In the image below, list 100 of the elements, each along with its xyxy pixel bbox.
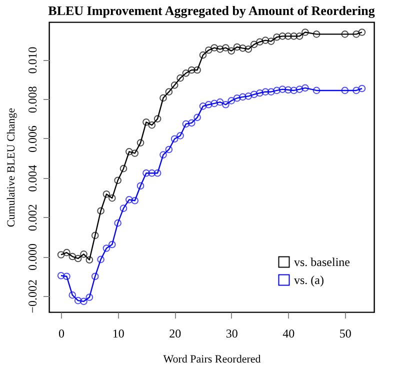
point bbox=[233, 43, 241, 51]
x-tick-label: 30 bbox=[226, 326, 238, 340]
y-tick-label: 0.000 bbox=[26, 244, 40, 271]
point bbox=[222, 100, 230, 108]
point bbox=[154, 115, 162, 122]
point bbox=[194, 66, 201, 74]
point bbox=[165, 146, 173, 154]
point bbox=[256, 38, 264, 46]
point bbox=[182, 120, 190, 128]
x-tick-label: 40 bbox=[282, 326, 295, 340]
point bbox=[86, 256, 94, 264]
point bbox=[114, 219, 122, 227]
point bbox=[154, 169, 162, 177]
point bbox=[296, 32, 304, 40]
point bbox=[210, 44, 218, 52]
point bbox=[273, 86, 280, 94]
point bbox=[170, 135, 178, 143]
y-tick-label: 0.002 bbox=[26, 204, 40, 232]
point bbox=[182, 70, 190, 77]
point bbox=[120, 204, 128, 212]
point bbox=[358, 28, 366, 36]
point bbox=[267, 38, 275, 45]
point bbox=[176, 74, 184, 82]
point bbox=[228, 47, 236, 55]
x-tick-label: 0 bbox=[58, 326, 65, 340]
point bbox=[290, 86, 298, 94]
point bbox=[126, 196, 133, 204]
point bbox=[341, 30, 349, 38]
point bbox=[194, 114, 201, 122]
chart-title: BLEU Improvement Aggregated by Amount of Reordering bbox=[48, 3, 376, 18]
point bbox=[239, 93, 246, 101]
point bbox=[216, 98, 224, 106]
point bbox=[302, 84, 309, 92]
point bbox=[358, 84, 366, 92]
point bbox=[199, 51, 207, 59]
point bbox=[63, 248, 70, 256]
point bbox=[120, 164, 128, 172]
y-tick-label: 0.004 bbox=[26, 164, 40, 192]
point bbox=[284, 86, 292, 94]
point bbox=[148, 121, 156, 129]
point bbox=[57, 272, 65, 280]
point bbox=[239, 44, 246, 52]
point bbox=[126, 148, 133, 156]
point bbox=[290, 32, 298, 40]
point bbox=[205, 46, 212, 54]
point bbox=[160, 151, 167, 158]
point bbox=[302, 28, 309, 36]
point bbox=[222, 44, 230, 52]
point bbox=[80, 298, 88, 306]
point bbox=[57, 251, 65, 258]
point bbox=[228, 97, 236, 104]
y-tick-label: 0.010 bbox=[26, 46, 40, 74]
y-tick-label: 0.008 bbox=[26, 86, 40, 114]
point bbox=[216, 45, 224, 53]
point bbox=[233, 94, 241, 102]
point bbox=[352, 30, 360, 38]
point bbox=[91, 272, 99, 280]
y-tick-label: −0.002 bbox=[26, 279, 40, 314]
point bbox=[142, 169, 150, 177]
point bbox=[296, 86, 304, 93]
x-tick-label: 20 bbox=[169, 326, 182, 340]
point bbox=[199, 102, 207, 110]
point bbox=[142, 118, 150, 126]
point bbox=[131, 196, 139, 204]
point bbox=[341, 86, 349, 94]
point bbox=[102, 190, 110, 198]
point bbox=[312, 30, 320, 38]
point bbox=[86, 294, 94, 301]
point bbox=[148, 169, 156, 177]
point bbox=[312, 86, 320, 94]
point bbox=[250, 90, 258, 98]
point bbox=[74, 296, 82, 304]
x-tick-label: 50 bbox=[339, 326, 352, 340]
y-axis-title: Cumulative BLEU Change bbox=[6, 108, 18, 228]
point bbox=[278, 32, 286, 40]
point bbox=[284, 32, 292, 40]
legend-label: vs. (a) bbox=[294, 273, 324, 287]
point bbox=[256, 89, 264, 97]
point bbox=[273, 33, 280, 41]
point bbox=[170, 82, 178, 89]
point bbox=[267, 88, 275, 96]
point bbox=[136, 139, 144, 146]
point bbox=[210, 100, 218, 108]
point bbox=[108, 240, 116, 248]
point bbox=[80, 250, 88, 258]
legend-label: vs. baseline bbox=[294, 255, 350, 269]
point bbox=[97, 256, 104, 264]
point bbox=[244, 92, 252, 100]
point bbox=[205, 100, 212, 108]
point bbox=[262, 88, 270, 96]
x-axis-title: Word Pairs Reordered bbox=[163, 354, 262, 366]
point bbox=[165, 88, 173, 96]
point bbox=[188, 66, 196, 74]
point bbox=[262, 36, 270, 44]
point bbox=[108, 194, 116, 202]
point bbox=[74, 254, 82, 262]
point bbox=[68, 252, 76, 260]
point bbox=[160, 94, 167, 102]
point bbox=[102, 244, 110, 252]
point bbox=[244, 45, 252, 53]
